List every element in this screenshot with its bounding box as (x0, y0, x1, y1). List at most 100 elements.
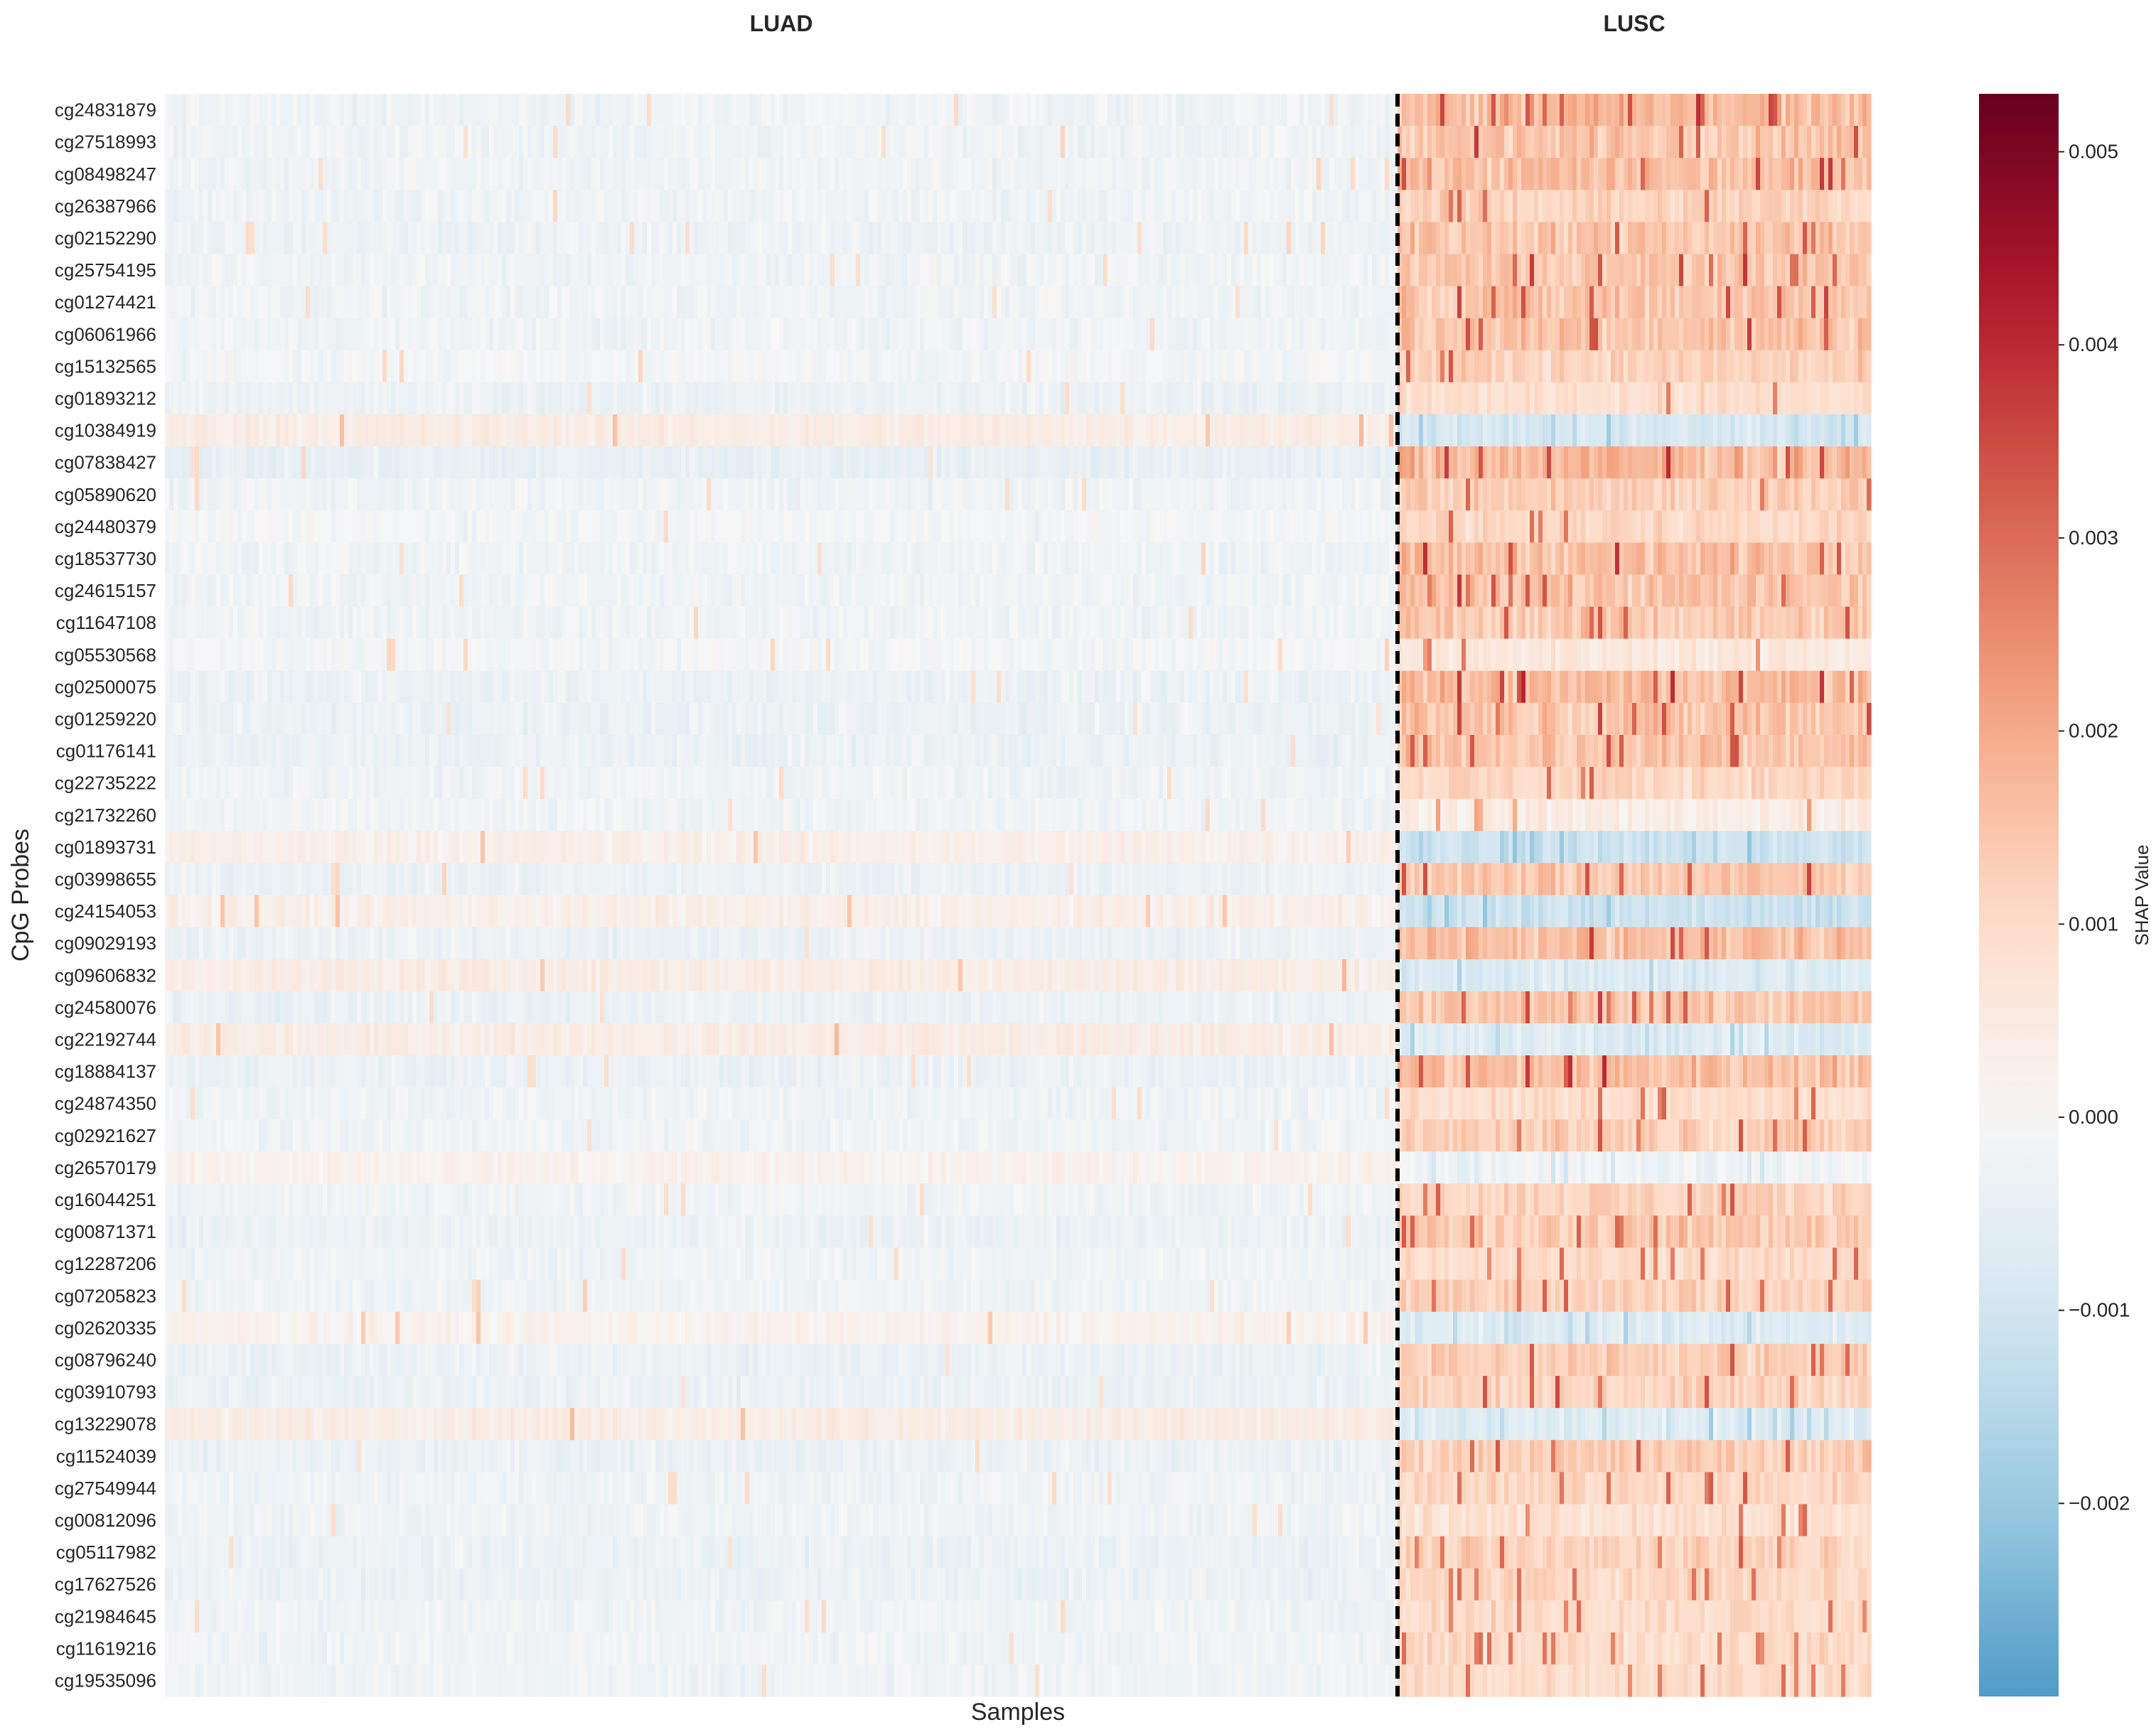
heatmap-cell (1636, 158, 1641, 190)
heatmap-cell (476, 254, 481, 287)
heatmap-cell (809, 94, 814, 127)
heatmap-cell (1044, 318, 1048, 351)
heatmap-cell (1265, 382, 1270, 415)
heatmap-cell (677, 478, 682, 511)
heatmap-cell (545, 286, 549, 319)
heatmap-cell (1334, 286, 1339, 319)
heatmap-cell (1743, 414, 1748, 447)
heatmap-cell (1214, 222, 1219, 254)
heatmap-cell (1022, 158, 1027, 190)
heatmap-cell (1363, 94, 1368, 127)
heatmap-cell (847, 126, 852, 158)
heatmap-cell (1227, 254, 1232, 287)
heatmap-cell (1099, 254, 1104, 287)
heatmap-cell (1240, 190, 1245, 222)
heatmap-cell (1568, 126, 1573, 158)
heatmap-cell (1368, 254, 1373, 287)
heatmap-cell (1150, 350, 1155, 383)
heatmap-cell (1035, 318, 1040, 351)
heatmap-cell (1419, 414, 1424, 447)
heatmap-cell (562, 190, 567, 222)
heatmap-cell (655, 94, 660, 127)
heatmap-cell (655, 350, 660, 383)
heatmap-cell (1867, 190, 1872, 222)
heatmap-cell (941, 318, 946, 351)
heatmap-cell (1410, 222, 1415, 254)
heatmap-cell (762, 126, 767, 158)
heatmap-cell (1854, 350, 1859, 383)
heatmap-cell (1427, 414, 1432, 447)
heatmap-cell (1044, 222, 1048, 254)
heatmap-cell (864, 318, 869, 351)
heatmap-cell (1722, 158, 1727, 190)
heatmap-cell (451, 318, 456, 351)
heatmap-cell (1683, 254, 1688, 287)
heatmap-cell (711, 414, 716, 447)
heatmap-cell (1764, 158, 1769, 190)
heatmap-cell (1108, 254, 1112, 287)
heatmap-cell (169, 254, 174, 287)
heatmap-cell (195, 478, 200, 511)
heatmap-cell (890, 222, 895, 254)
heatmap-cell (1048, 158, 1053, 190)
heatmap-cell (399, 478, 404, 511)
heatmap-cell (1368, 190, 1373, 222)
heatmap-cell (532, 286, 537, 319)
heatmap-cell (975, 446, 980, 479)
heatmap-cell (391, 222, 396, 254)
heatmap-cell (608, 446, 613, 479)
heatmap-cell (1820, 414, 1825, 447)
heatmap-cell (792, 222, 797, 254)
heatmap-cell (1734, 446, 1739, 479)
heatmap-cell (1193, 350, 1198, 383)
heatmap-cell (301, 382, 306, 415)
heatmap-cell (907, 382, 912, 415)
heatmap-cell (1449, 286, 1454, 319)
heatmap-cell (229, 222, 234, 254)
heatmap-cell (634, 254, 639, 287)
heatmap-cell (715, 254, 720, 287)
heatmap-cell (1764, 382, 1769, 415)
heatmap-cell (1730, 350, 1735, 383)
heatmap-cell (911, 350, 916, 383)
heatmap-cell (310, 94, 315, 127)
heatmap-cell (1462, 190, 1466, 222)
heatmap-cell (1730, 382, 1735, 415)
heatmap-cell (191, 126, 195, 158)
heatmap-cell (1850, 286, 1855, 319)
heatmap-cell (1862, 94, 1867, 127)
heatmap-cell (557, 94, 562, 127)
heatmap-cell (203, 350, 208, 383)
heatmap-cell (822, 94, 827, 127)
heatmap-cell (297, 222, 302, 254)
heatmap-cell (1035, 222, 1040, 254)
heatmap-cell (715, 190, 720, 222)
heatmap-cell (1346, 158, 1351, 190)
heatmap-cell (1406, 222, 1411, 254)
heatmap-cell (1530, 446, 1535, 479)
heatmap-cell (962, 382, 967, 415)
heatmap-cell (348, 222, 353, 254)
heatmap-cell (1129, 286, 1134, 319)
heatmap-cell (417, 318, 422, 351)
heatmap-cell (745, 382, 750, 415)
heatmap-cell (719, 382, 724, 415)
heatmap-cell (1837, 318, 1842, 351)
heatmap-cell (1479, 126, 1484, 158)
heatmap-cell (203, 318, 208, 351)
heatmap-cell (698, 318, 703, 351)
heatmap-cell (1223, 350, 1228, 383)
heatmap-cell (822, 286, 827, 319)
heatmap-cell (545, 478, 549, 511)
heatmap-cell (434, 254, 439, 287)
heatmap-cell (272, 254, 277, 287)
heatmap-cell (1082, 126, 1087, 158)
heatmap-cell (387, 382, 392, 415)
heatmap-cell (1073, 190, 1078, 222)
heatmap-cell (1363, 350, 1368, 383)
heatmap-cell (208, 414, 213, 447)
heatmap-cell (1120, 350, 1125, 383)
heatmap-cell (1253, 318, 1257, 351)
heatmap-cell (1201, 158, 1206, 190)
heatmap-cell (208, 254, 213, 287)
